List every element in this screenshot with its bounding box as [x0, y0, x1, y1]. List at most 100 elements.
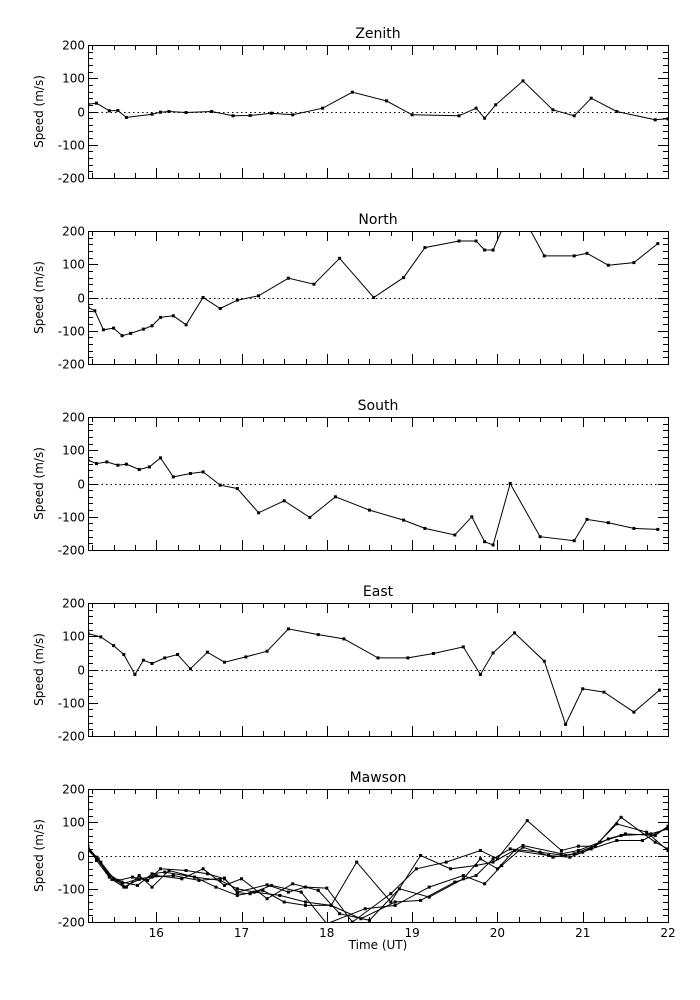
data-point	[602, 690, 606, 694]
data-point	[606, 263, 610, 267]
data-point	[350, 920, 354, 922]
plot-area	[88, 200, 660, 338]
data-point	[286, 890, 290, 894]
data-point	[122, 885, 126, 889]
data-point	[666, 827, 668, 831]
data-point	[180, 877, 184, 881]
y-tick-label: 0	[77, 664, 85, 678]
data-point	[201, 296, 205, 299]
data-point	[235, 298, 239, 302]
data-point	[95, 859, 98, 862]
y-tick-label: 200	[62, 597, 85, 611]
chart-title: Zenith	[355, 26, 400, 42]
data-point	[632, 261, 636, 265]
data-point	[449, 867, 452, 871]
data-point	[214, 885, 218, 889]
data-point	[325, 886, 329, 890]
data-point	[95, 856, 98, 860]
data-point	[124, 462, 128, 466]
data-point	[235, 887, 239, 891]
data-point	[150, 112, 154, 116]
y-tick-label: 0	[77, 106, 85, 120]
data-point	[197, 878, 201, 882]
data-point	[218, 483, 222, 487]
data-point	[304, 903, 307, 907]
y-tick-label: 200	[62, 225, 85, 239]
data-point	[585, 517, 589, 521]
data-point	[105, 460, 109, 464]
data-point	[525, 819, 529, 823]
plot-area	[88, 79, 668, 122]
data-point	[483, 540, 487, 544]
data-point	[88, 844, 90, 848]
data-point	[116, 109, 120, 112]
chart-panel-south: South 200 100 0 -100 -200 Speed (m/s)	[32, 398, 669, 558]
data-point	[414, 867, 418, 871]
data-point	[257, 294, 261, 298]
series-line	[88, 825, 668, 920]
series-line	[88, 231, 659, 337]
data-point	[461, 877, 465, 881]
data-point	[244, 655, 248, 659]
data-point	[150, 875, 154, 879]
x-tick-label: 21	[575, 926, 590, 940]
data-point	[513, 200, 516, 203]
data-point	[632, 526, 636, 530]
data-point	[495, 857, 499, 861]
data-point	[538, 535, 542, 539]
data-point	[261, 888, 265, 892]
data-point	[150, 662, 154, 665]
data-point	[150, 885, 154, 889]
data-point	[457, 114, 461, 118]
data-point	[619, 815, 623, 819]
data-point	[329, 903, 333, 907]
data-point	[453, 880, 457, 884]
data-point	[483, 248, 487, 252]
data-point	[350, 90, 354, 94]
data-point	[410, 113, 414, 117]
chart-title: North	[358, 212, 397, 228]
data-point	[146, 878, 150, 882]
data-point	[500, 864, 504, 867]
y-tick-label: -100	[58, 139, 85, 153]
data-point	[470, 515, 474, 519]
y-tick-label: -100	[58, 697, 85, 711]
plot-area	[88, 815, 668, 922]
data-point	[137, 874, 141, 877]
data-point	[88, 849, 90, 852]
data-point	[559, 849, 563, 852]
data-point	[653, 834, 657, 837]
data-point	[88, 458, 90, 462]
data-point	[201, 867, 205, 871]
y-tick-label: 100	[62, 72, 85, 86]
data-point	[615, 822, 619, 826]
chart-panel-mawson: Mawson 200 100 0 -100 -200 Speed (m/s) 16 17 18 19…	[32, 770, 676, 952]
data-point	[491, 860, 495, 864]
data-point	[88, 632, 90, 636]
data-point	[107, 875, 111, 879]
data-point	[585, 251, 589, 255]
data-point	[419, 854, 423, 857]
data-point	[124, 116, 128, 119]
data-point	[223, 883, 226, 887]
data-point	[136, 883, 139, 887]
data-point	[508, 847, 512, 851]
data-point	[372, 296, 376, 299]
data-point	[304, 900, 307, 904]
data-point	[235, 893, 239, 897]
data-point	[171, 475, 175, 479]
y-tick-label: 100	[62, 258, 85, 272]
data-point	[478, 849, 482, 852]
data-point	[666, 117, 668, 121]
series-line	[88, 80, 668, 121]
data-point	[559, 852, 563, 856]
y-tick-label: 200	[62, 39, 85, 53]
data-point	[93, 309, 97, 313]
data-point	[120, 882, 124, 886]
data-point	[615, 839, 619, 842]
data-point	[656, 527, 660, 531]
data-point	[666, 825, 668, 829]
y-tick-label: -200	[58, 358, 85, 372]
data-point	[491, 857, 495, 861]
data-point	[474, 239, 478, 243]
